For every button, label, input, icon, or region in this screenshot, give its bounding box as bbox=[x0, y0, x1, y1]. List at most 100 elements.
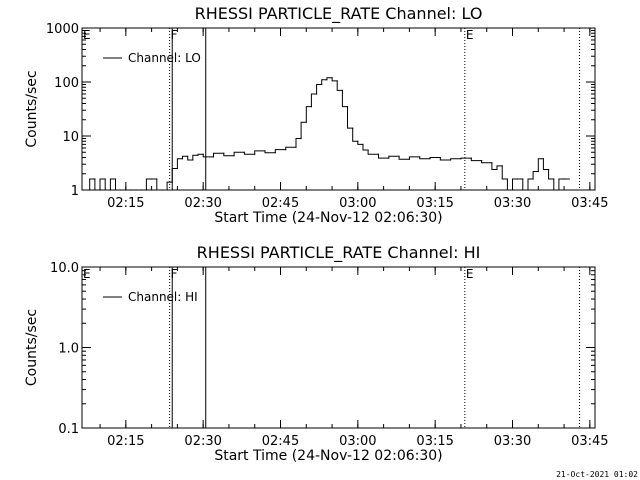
x-tick-label: 03:45 bbox=[571, 434, 608, 449]
data-point bbox=[223, 152, 225, 154]
legend: Channel: HI bbox=[103, 290, 198, 304]
y-axis-label: Counts/sec bbox=[24, 70, 40, 147]
marker-label: F bbox=[171, 28, 178, 42]
data-point bbox=[419, 156, 421, 158]
legend: Channel: LO bbox=[103, 51, 201, 65]
x-tick-label: 03:15 bbox=[416, 196, 453, 211]
data-point bbox=[89, 189, 91, 191]
y-tick-label: 1 bbox=[71, 184, 79, 199]
data-point bbox=[527, 189, 529, 191]
data-point bbox=[176, 167, 178, 170]
data-point bbox=[362, 143, 364, 145]
data-point bbox=[104, 178, 106, 180]
data-point bbox=[300, 137, 302, 140]
data-point bbox=[429, 158, 431, 160]
data-point bbox=[496, 168, 498, 171]
chart-title: RHESSI PARTICLE_RATE Channel: HI bbox=[197, 243, 481, 263]
data-point bbox=[542, 158, 545, 160]
data-point bbox=[352, 127, 354, 129]
data-point bbox=[388, 157, 390, 159]
series-line-1 bbox=[81, 77, 570, 191]
data-point bbox=[161, 189, 163, 191]
data-point bbox=[94, 178, 96, 180]
marker-label: E bbox=[83, 28, 91, 42]
data-point bbox=[398, 155, 400, 157]
data-point bbox=[130, 189, 132, 191]
data-point bbox=[357, 140, 359, 142]
x-tick-label: 02:45 bbox=[262, 434, 299, 449]
data-point bbox=[212, 156, 215, 158]
x-tick-label: 03:00 bbox=[339, 196, 376, 211]
data-point bbox=[140, 189, 142, 191]
data-point bbox=[156, 178, 158, 180]
data-point bbox=[548, 168, 550, 171]
x-tick-label: 03:30 bbox=[494, 434, 531, 449]
legend-label: Channel: LO bbox=[128, 51, 201, 65]
data-point bbox=[563, 178, 565, 180]
data-point bbox=[285, 149, 287, 151]
data-point bbox=[346, 106, 349, 108]
data-point bbox=[151, 178, 153, 180]
data-point bbox=[192, 159, 194, 161]
data-point bbox=[81, 178, 83, 180]
data-point bbox=[460, 158, 462, 160]
data-point bbox=[532, 178, 534, 180]
data-point bbox=[125, 189, 127, 191]
data-point bbox=[120, 189, 122, 191]
y-tick-label: 1.0 bbox=[58, 342, 79, 357]
data-point bbox=[511, 189, 514, 191]
data-point bbox=[408, 158, 410, 160]
x-tick-label: 02:45 bbox=[262, 196, 299, 211]
data-point bbox=[439, 156, 441, 159]
data-point bbox=[171, 181, 173, 183]
data-point bbox=[295, 146, 297, 148]
x-tick-label: 02:30 bbox=[184, 196, 221, 211]
data-point bbox=[481, 160, 483, 162]
x-axis-label: Start Time (24-Nov-12 02:06:30) bbox=[214, 210, 442, 226]
data-point bbox=[305, 121, 307, 123]
data-point bbox=[450, 159, 452, 161]
x-tick-label: 03:45 bbox=[571, 196, 608, 211]
data-point bbox=[491, 162, 493, 164]
data-point bbox=[233, 155, 235, 157]
data-point bbox=[202, 153, 204, 155]
data-point bbox=[522, 178, 524, 180]
data-point bbox=[316, 93, 318, 95]
data-point bbox=[99, 189, 101, 191]
data-point bbox=[331, 77, 333, 79]
data-point bbox=[254, 153, 256, 155]
data-point bbox=[310, 106, 312, 108]
data-point bbox=[321, 83, 323, 86]
x-tick-label: 03:00 bbox=[339, 434, 376, 449]
chart-panel-2: RHESSI PARTICLE_RATE Channel: HI 0.1 1.0 10… bbox=[24, 243, 609, 464]
data-point bbox=[197, 154, 199, 156]
marker-label: F bbox=[171, 267, 178, 281]
data-point bbox=[377, 153, 380, 155]
x-tick-label: 02:30 bbox=[184, 434, 221, 449]
data-point bbox=[367, 149, 369, 151]
x-tick-label: 02:15 bbox=[107, 434, 144, 449]
x-tick-label: 03:15 bbox=[416, 434, 453, 449]
chart-title: RHESSI PARTICLE_RATE Channel: LO bbox=[195, 4, 483, 24]
marker-label: E bbox=[466, 28, 474, 42]
y-tick-label: 10 bbox=[62, 130, 79, 145]
data-point bbox=[274, 152, 276, 154]
y-tick-label: 100 bbox=[54, 76, 79, 91]
data-point bbox=[501, 165, 503, 167]
data-point bbox=[553, 178, 555, 180]
marker-label: E bbox=[466, 267, 474, 281]
data-point bbox=[558, 189, 560, 191]
data-point bbox=[187, 155, 189, 157]
x-tick-label: 03:30 bbox=[494, 196, 531, 211]
legend-label: Channel: HI bbox=[128, 290, 198, 304]
x-tick-label: 02:15 bbox=[107, 196, 144, 211]
y-tick-label: 0.1 bbox=[58, 422, 79, 437]
data-point bbox=[506, 178, 508, 180]
data-point bbox=[336, 80, 338, 82]
data-point bbox=[264, 150, 266, 152]
data-point bbox=[166, 189, 168, 191]
y-tick-label: 10.0 bbox=[50, 261, 79, 276]
y-tick-label: 1000 bbox=[46, 22, 79, 37]
data-point bbox=[326, 79, 328, 81]
